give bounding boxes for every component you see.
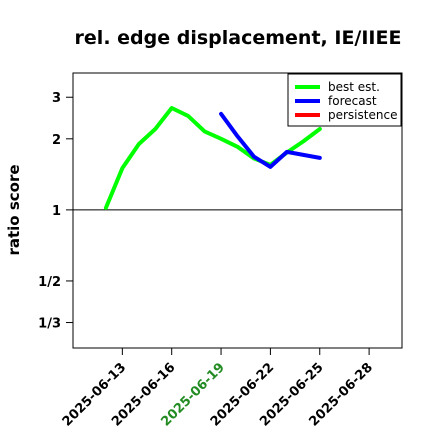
y-tick-label: 1/2	[38, 275, 61, 290]
y-tick-label: 2	[52, 133, 61, 148]
y-axis-label: ratio score	[5, 164, 23, 255]
series-group	[103, 106, 322, 210]
y-ticks: 3 2 1 1/2 1/3	[38, 91, 73, 332]
legend-label: persistence	[328, 108, 397, 122]
y-tick-label: 1/3	[38, 317, 61, 332]
y-tick-label: 3	[52, 91, 61, 106]
series-line-forecast	[219, 111, 322, 169]
legend-label: forecast	[328, 94, 377, 108]
legend-label: best est.	[328, 80, 380, 94]
chart-title: rel. edge displacement, IE/IIEE	[75, 27, 402, 49]
plot-frame	[72, 72, 403, 349]
y-tick-label: 1	[52, 204, 61, 219]
x-ticks: 2025-06-132025-06-162025-06-192025-06-22…	[60, 348, 376, 430]
